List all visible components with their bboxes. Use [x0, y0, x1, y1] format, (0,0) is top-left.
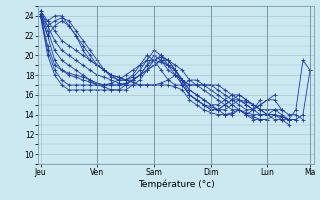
X-axis label: Température (°c): Température (°c): [138, 180, 214, 189]
